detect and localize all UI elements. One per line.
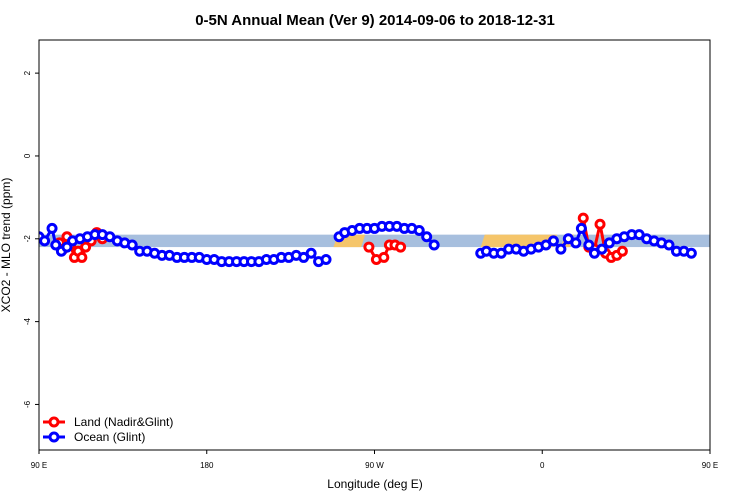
land-point-3-1 <box>740 229 748 237</box>
land-point-1-0 <box>363 241 375 253</box>
ocean-point-2-14 <box>575 222 587 234</box>
ocean-point-0-3 <box>50 239 62 251</box>
x-axis-label: Longitude (deg E) <box>327 477 422 491</box>
legend-marker-land <box>48 416 60 428</box>
plot-area <box>39 212 750 268</box>
ocean-point-0-1 <box>39 235 51 247</box>
x-tick-label-2: 90 W <box>365 461 384 470</box>
x-tick-label-0: 90 E <box>31 461 47 470</box>
x-tick-label-1: 180 <box>200 461 214 470</box>
y-tick-label-3: -4 <box>23 318 32 326</box>
y-tick-label-4: -6 <box>23 400 32 408</box>
land-point-3-0 <box>734 245 742 253</box>
land-point-0-6 <box>76 251 88 263</box>
land-point-3-2 <box>745 253 750 261</box>
land-point-0-7 <box>80 241 92 253</box>
x-tick-label-3: 0 <box>540 461 545 470</box>
y-tick-label-0: 2 <box>23 70 32 75</box>
x-tick-label-4: 90 E <box>702 461 718 470</box>
land-point-1-5 <box>395 241 407 253</box>
ocean-point-0-2 <box>46 222 58 234</box>
land-point-2-3 <box>594 218 606 230</box>
legend-label-land: Land (Nadir&Glint) <box>74 415 173 429</box>
ocean-point-3-9 <box>663 239 675 251</box>
land-point-1-2 <box>378 251 390 263</box>
legend-label-ocean: Ocean (Glint) <box>74 430 145 444</box>
land-band-4 <box>732 235 741 247</box>
ocean-point-0-5 <box>61 241 73 253</box>
ocean-point-1-11 <box>413 225 425 237</box>
y-axis-label: XCO2 - MLO trend (ppm) <box>0 178 13 313</box>
ocean-point-2-13 <box>570 237 582 249</box>
ocean-point-0-38 <box>305 247 317 259</box>
y-tick-label-2: -2 <box>23 235 32 243</box>
ocean-point-3-0 <box>596 243 608 255</box>
plot-inner <box>39 212 750 268</box>
legend: Land (Nadir&Glint)Ocean (Glint) <box>43 415 173 444</box>
ocean-point-1-12 <box>421 231 433 243</box>
chart-title: 0-5N Annual Mean (Ver 9) 2014-09-06 to 2… <box>195 12 555 29</box>
ocean-point-2-10 <box>547 235 559 247</box>
ocean-point-0-40 <box>320 253 332 265</box>
ocean-point-3-12 <box>685 247 697 259</box>
land-point-2-0 <box>577 212 589 224</box>
ocean-point-1-13 <box>428 239 440 251</box>
ocean-point-2-15 <box>583 239 595 251</box>
land-point-2-7 <box>616 245 628 257</box>
ocean-point-2-11 <box>555 243 567 255</box>
legend-marker-ocean <box>48 431 60 443</box>
land-series-line-3 <box>738 233 750 258</box>
axis-ticks: 90 E 180 90 W 0 90 E 2 0 -2 -4 -6 <box>23 70 718 470</box>
y-tick-label-1: 0 <box>23 153 32 158</box>
ocean-point-0-14 <box>126 239 138 251</box>
